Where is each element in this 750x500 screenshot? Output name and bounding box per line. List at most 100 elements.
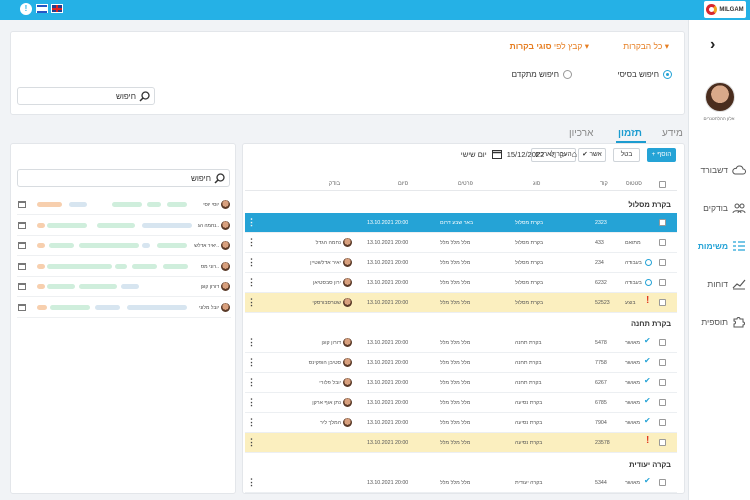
select-all-checkbox[interactable]	[659, 181, 666, 188]
calendar-icon[interactable]	[18, 201, 26, 208]
row-menu-icon[interactable]: ⋮	[247, 437, 256, 447]
row-checkbox[interactable]	[659, 239, 666, 246]
schedule-bar[interactable]	[37, 222, 45, 228]
row-checkbox[interactable]	[659, 259, 666, 266]
schedule-row[interactable]: יוסי יוסי	[17, 195, 231, 215]
schedule-row[interactable]: רוני מס..	[17, 257, 231, 277]
table-row[interactable]: ⋮ מתואם 433 בקרת מסלול מלל מלל מלל 13.10.2021…	[245, 233, 677, 253]
schedule-bar[interactable]	[50, 304, 90, 310]
schedule-bar[interactable]	[37, 202, 62, 207]
uk-flag-icon[interactable]	[51, 4, 63, 13]
row-checkbox[interactable]	[659, 219, 666, 226]
schedule-bar[interactable]	[37, 263, 45, 269]
collapse-button[interactable]: ›	[710, 36, 716, 53]
calendar-icon[interactable]	[18, 262, 26, 270]
row-menu-icon[interactable]: ⋮	[247, 217, 256, 227]
schedule-bar[interactable]	[157, 243, 187, 248]
tab-schedule[interactable]: תזמון	[618, 128, 642, 139]
add-button[interactable]: + הוסף	[647, 148, 676, 162]
schedule-bar[interactable]	[112, 202, 142, 207]
schedule-bar[interactable]	[49, 243, 74, 248]
calendar-icon[interactable]	[18, 221, 26, 229]
home-icon[interactable]: ⌂	[571, 149, 577, 159]
row-menu-icon[interactable]: ⋮	[247, 357, 256, 367]
schedule-bar[interactable]	[115, 263, 127, 269]
schedule-bar[interactable]	[167, 202, 187, 207]
schedule-bar[interactable]	[97, 222, 135, 228]
calendar-icon[interactable]	[18, 242, 26, 249]
schedule-bar[interactable]	[47, 263, 112, 269]
group-by-dropdown[interactable]: קבץ לפי סוגי בקרות ▾	[510, 41, 589, 52]
all-visits-dropdown[interactable]: כל הבקרות ▾	[623, 41, 669, 52]
table-row[interactable]: ⋮ ✔ מאושר 7904 בקרת נסיעה מלל מלל מלל 13.10.20…	[245, 413, 677, 433]
table-row[interactable]: ⋮ בעבודה 234 בקרת מסלול מלל מלל מלל 13.10.202…	[245, 253, 677, 273]
row-checkbox[interactable]	[659, 299, 666, 306]
schedule-bar[interactable]	[163, 263, 188, 269]
row-checkbox[interactable]	[659, 419, 666, 426]
table-row[interactable]: ⋮ ✔ מאושר 7758 בקרת תחנה מלל מלל מלל 13.10.202…	[245, 353, 677, 373]
table-row[interactable]: ⋮ ✔ מאושר 6785 בקרת נסיעה מלל מלל מלל 13.10.20…	[245, 393, 677, 413]
row-checkbox[interactable]	[659, 339, 666, 346]
row-menu-icon[interactable]: ⋮	[247, 417, 256, 427]
tab-info[interactable]: מידע	[662, 128, 683, 139]
table-row[interactable]: ⋮ ✔ מאושר 6267 בקרת תחנה מלל מלל מלל 13.10.202…	[245, 373, 677, 393]
next-arrow-icon[interactable]: ▷	[560, 149, 567, 159]
nav-inspectors[interactable]: בודקים	[690, 198, 746, 218]
schedule-bar[interactable]	[37, 284, 45, 289]
row-checkbox[interactable]	[659, 439, 666, 446]
schedule-search-input[interactable]: חיפוש	[17, 169, 230, 187]
nav-tasks[interactable]: משימות	[690, 236, 746, 256]
advanced-search-radio[interactable]: חיפוש מתקדם	[512, 70, 572, 79]
tab-archive[interactable]: ארכיון	[569, 128, 594, 139]
table-row[interactable]: ⋮! בוצע 52523 בקרת מסלול מלל מלל מלל 13.10.20…	[245, 293, 677, 313]
israel-flag-icon[interactable]	[36, 4, 48, 13]
schedule-row[interactable]: יובל מלוני	[17, 298, 231, 318]
date-value[interactable]: 15/12/2022	[506, 149, 545, 159]
table-row[interactable]: ⋮ 2323 בקרת מסלול באר שבע דרום 13.10.2021 20…	[245, 213, 677, 233]
schedule-bar[interactable]	[121, 284, 139, 289]
schedule-bar[interactable]	[47, 284, 75, 289]
row-menu-icon[interactable]: ⋮	[247, 477, 256, 487]
row-menu-icon[interactable]: ⋮	[247, 237, 256, 247]
filter-search-input[interactable]: חיפוש	[17, 87, 155, 105]
schedule-bar[interactable]	[79, 243, 139, 248]
schedule-row[interactable]: יאיר אדלש..	[17, 236, 231, 256]
schedule-bar[interactable]	[37, 304, 47, 310]
row-menu-icon[interactable]: ⋮	[247, 257, 256, 267]
schedule-bar[interactable]	[147, 202, 161, 207]
row-checkbox[interactable]	[659, 399, 666, 406]
schedule-bar[interactable]	[142, 222, 192, 228]
schedule-bar[interactable]	[37, 243, 45, 248]
calendar-icon[interactable]	[491, 149, 502, 159]
row-menu-icon[interactable]: ⋮	[247, 297, 256, 307]
schedule-row[interactable]: נחמה הג..	[17, 216, 231, 236]
row-checkbox[interactable]	[659, 479, 666, 486]
row-checkbox[interactable]	[659, 379, 666, 386]
schedule-bar[interactable]	[132, 263, 157, 269]
table-row[interactable]: ⋮ ✔ מאושר 5478 בקרת תחנה מלל מלל מלל 13.10.202…	[245, 333, 677, 353]
schedule-bar[interactable]	[69, 202, 87, 207]
nav-dashboard[interactable]: דשבורד	[690, 160, 746, 180]
exclamation-icon[interactable]: !	[20, 3, 32, 15]
table-row[interactable]: ⋮ ✔ מאושר 5344 בקרה יעודית מלל מלל מלל 13.10.2…	[245, 473, 677, 493]
schedule-bar[interactable]	[95, 304, 120, 310]
avatar[interactable]	[705, 82, 735, 112]
nav-reports[interactable]: דוחות	[690, 274, 746, 294]
prev-arrow-icon[interactable]: ◁	[549, 149, 556, 159]
calendar-icon[interactable]	[18, 303, 26, 311]
schedule-bar[interactable]	[142, 243, 150, 248]
row-checkbox[interactable]	[659, 279, 666, 286]
schedule-row[interactable]: דורון קוגן	[17, 277, 231, 297]
cancel-button[interactable]: בטל	[613, 148, 640, 162]
row-checkbox[interactable]	[659, 359, 666, 366]
row-menu-icon[interactable]: ⋮	[247, 337, 256, 347]
archive-button[interactable]: העבר לארכיון	[531, 148, 576, 162]
row-menu-icon[interactable]: ⋮	[247, 397, 256, 407]
schedule-bar[interactable]	[79, 284, 117, 289]
schedule-bar[interactable]	[47, 222, 87, 228]
table-row[interactable]: ⋮! 23578 בקרת נסיעה מלל מלל מלל 13.10.2021 2…	[245, 433, 677, 453]
row-menu-icon[interactable]: ⋮	[247, 377, 256, 387]
schedule-bar[interactable]	[127, 304, 187, 310]
row-menu-icon[interactable]: ⋮	[247, 277, 256, 287]
basic-search-radio[interactable]: חיפוש בסיסי	[618, 70, 672, 79]
